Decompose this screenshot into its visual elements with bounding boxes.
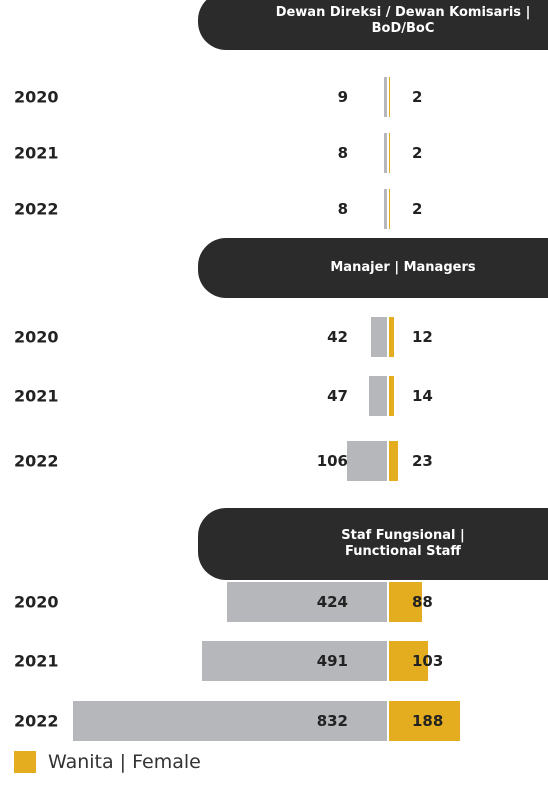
year-label: 2021 — [14, 143, 59, 163]
female-bar — [389, 189, 390, 229]
year-label: 2020 — [14, 327, 59, 347]
section-header: Dewan Direksi / Dewan Komisaris | BoD/Bo… — [198, 0, 548, 50]
value-label: 23 — [412, 452, 433, 470]
value-label: 103 — [412, 652, 444, 670]
section-header: Staf Fungsional | Functional Staff — [198, 508, 548, 580]
year-label: 2022 — [14, 199, 59, 219]
year-label: 2020 — [14, 87, 59, 107]
male-bar — [383, 133, 387, 173]
male-bar — [227, 582, 387, 622]
female-bar — [389, 701, 460, 741]
value-label: 832 — [316, 712, 348, 730]
year-label: 2021 — [14, 386, 59, 406]
female-bar — [389, 441, 398, 481]
year-label: 2022 — [14, 451, 59, 471]
female-bar — [389, 317, 394, 357]
female-bar — [389, 376, 395, 416]
value-label: 2 — [412, 88, 423, 106]
male-bar — [383, 189, 387, 229]
section-header: Manajer | Managers — [198, 238, 548, 298]
value-label: 8 — [337, 200, 348, 218]
value-label: 42 — [327, 328, 348, 346]
value-label: 12 — [412, 328, 433, 346]
male-bar — [201, 641, 387, 681]
value-label: 8 — [337, 144, 348, 162]
female-bar — [389, 133, 390, 173]
legend-label: Wanita | Female — [48, 751, 201, 773]
section-title: Dewan Direksi / Dewan Komisaris | BoD/Bo… — [275, 5, 531, 36]
value-label: 88 — [412, 593, 433, 611]
value-label: 188 — [412, 712, 444, 730]
year-label: 2021 — [14, 651, 59, 671]
male-bar — [73, 701, 387, 741]
value-label: 491 — [316, 652, 348, 670]
male-bar — [347, 441, 387, 481]
value-label: 2 — [412, 200, 423, 218]
female-bar — [389, 582, 423, 622]
male-bar — [383, 77, 387, 117]
value-label: 47 — [327, 387, 348, 405]
value-label: 14 — [412, 387, 433, 405]
value-label: 9 — [337, 88, 348, 106]
female-bar — [389, 641, 428, 681]
section-title: Manajer | Managers — [330, 260, 476, 275]
value-label: 106 — [316, 452, 348, 470]
section-title: Staf Fungsional | Functional Staff — [341, 528, 465, 559]
male-bar — [369, 376, 387, 416]
value-label: 2 — [412, 144, 423, 162]
male-bar — [371, 317, 387, 357]
value-label: 424 — [316, 593, 348, 611]
female-bar — [389, 77, 390, 117]
year-label: 2022 — [14, 711, 59, 731]
legend-swatch — [14, 751, 36, 773]
year-label: 2020 — [14, 592, 59, 612]
